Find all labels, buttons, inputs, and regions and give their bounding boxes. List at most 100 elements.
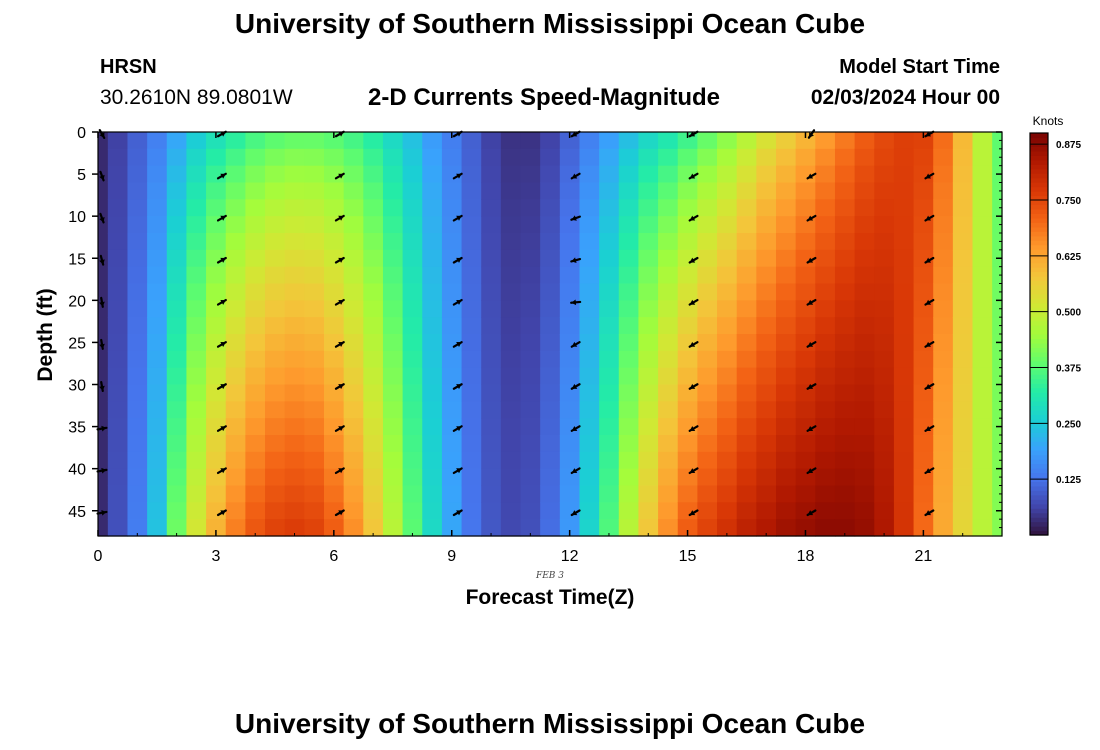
- heatmap-cell: [245, 401, 266, 419]
- current-vector-arrow: [334, 509, 345, 517]
- heatmap-cell: [363, 249, 384, 268]
- heatmap-cell: [874, 334, 895, 352]
- colorbar-segment: [1030, 503, 1048, 509]
- colorbar-segment: [1030, 396, 1048, 402]
- colorbar-segment: [1030, 150, 1048, 156]
- heatmap-cell: [874, 148, 895, 167]
- current-vector-arrow: [570, 172, 581, 180]
- heatmap-cell: [717, 300, 738, 318]
- heatmap-cell: [717, 182, 738, 200]
- heatmap-cell: [481, 216, 502, 234]
- heatmap-cell: [441, 367, 463, 386]
- heatmap-cell: [206, 317, 227, 335]
- heatmap-cell: [933, 451, 954, 470]
- heatmap-cell: [265, 165, 286, 184]
- heatmap-cell: [343, 199, 364, 217]
- heatmap-cell: [618, 266, 640, 285]
- heatmap-cell: [992, 435, 1003, 453]
- colorbar-segment: [1030, 351, 1048, 357]
- heatmap-cell: [206, 367, 227, 386]
- heatmap-cell: [107, 165, 129, 184]
- heatmap-cell: [854, 485, 875, 503]
- heatmap-cell: [893, 334, 915, 352]
- colorbar-segment: [1030, 329, 1048, 335]
- heatmap-cell: [343, 249, 364, 268]
- heatmap-cell: [599, 266, 620, 285]
- heatmap-cell: [98, 384, 109, 402]
- heatmap-cell: [913, 148, 934, 167]
- heatmap-cell: [147, 283, 168, 301]
- heatmap-cell: [363, 485, 384, 503]
- colorbar-segment: [1030, 463, 1048, 469]
- heatmap-cell: [815, 502, 836, 520]
- heatmap-cell: [422, 502, 443, 520]
- heatmap-cell: [913, 216, 934, 234]
- heatmap-cell: [166, 485, 188, 503]
- heatmap-cell: [618, 435, 640, 453]
- heatmap-cell: [166, 468, 188, 487]
- heatmap-cell: [98, 367, 109, 386]
- heatmap-cell: [127, 266, 148, 285]
- heatmap-cell: [854, 519, 875, 537]
- heatmap-cell: [559, 519, 581, 537]
- y-axis-label: Depth (ft): [34, 288, 57, 381]
- heatmap-cell: [441, 249, 463, 268]
- heatmap-cell: [992, 451, 1003, 470]
- heatmap-cells: [98, 132, 1003, 537]
- heatmap-cell: [834, 317, 856, 335]
- heatmap-cell: [638, 418, 659, 436]
- colorbar-tick-label: 0.750: [1056, 196, 1081, 207]
- heatmap-cell: [481, 451, 502, 470]
- colorbar-segment: [1030, 244, 1048, 250]
- heatmap-cell: [815, 249, 836, 268]
- heatmap-cell: [893, 300, 915, 318]
- heatmap-cell: [107, 485, 129, 503]
- current-vector-arrow: [99, 254, 105, 266]
- heatmap-cell: [559, 216, 581, 234]
- heatmap-cell: [500, 300, 522, 318]
- heatmap-cell: [677, 334, 698, 352]
- heatmap-cell: [98, 132, 109, 150]
- heatmap-cell: [834, 132, 856, 150]
- heatmap-cell: [127, 300, 148, 318]
- heatmap-cell: [776, 401, 797, 419]
- colorbar-segment: [1030, 235, 1048, 241]
- heatmap-cell: [127, 451, 148, 470]
- heatmap-cell: [677, 249, 698, 268]
- heatmap-cell: [127, 350, 148, 369]
- heatmap-cell: [422, 165, 443, 184]
- heatmap-cell: [540, 367, 561, 386]
- heatmap-cell: [382, 367, 404, 386]
- heatmap-cell: [225, 148, 246, 167]
- heatmap-cell: [520, 266, 541, 285]
- heatmap-cell: [795, 199, 816, 217]
- heatmap-cell: [284, 485, 305, 503]
- heatmap-cell: [206, 300, 227, 318]
- heatmap-cell: [893, 350, 915, 369]
- heatmap-cell: [402, 199, 423, 217]
- heatmap-cell: [697, 283, 718, 301]
- current-vector-arrow: [216, 172, 227, 180]
- heatmap-cell: [402, 485, 423, 503]
- heatmap-cell: [127, 435, 148, 453]
- heatmap-cell: [776, 132, 797, 150]
- heatmap-cell: [913, 350, 934, 369]
- heatmap-cell: [127, 249, 148, 268]
- heatmap-cell: [225, 468, 246, 487]
- heatmap-cell: [933, 300, 954, 318]
- current-vector-arrow: [452, 467, 463, 475]
- colorbar-segment: [1030, 258, 1048, 264]
- heatmap-cell: [834, 418, 856, 436]
- colorbar-segment: [1030, 490, 1048, 496]
- heatmap-cell: [756, 519, 777, 537]
- heatmap-cell: [736, 384, 757, 402]
- heatmap-cell: [147, 350, 168, 369]
- heatmap-cell: [815, 418, 836, 436]
- heatmap-cell: [461, 435, 482, 453]
- heatmap-cell: [658, 502, 679, 520]
- heatmap-cell: [481, 249, 502, 268]
- heatmap-cell: [382, 283, 404, 301]
- heatmap-cell: [98, 233, 109, 251]
- heatmap-cell: [500, 249, 522, 268]
- heatmap-cell: [245, 266, 266, 285]
